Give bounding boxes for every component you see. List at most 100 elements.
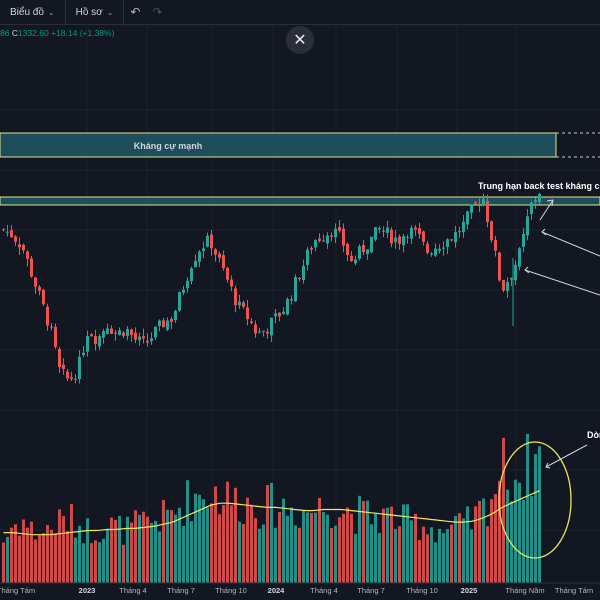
chevron-down-icon: ⌄ [47,7,55,17]
volume-bar [314,512,317,583]
candle-body [342,228,345,246]
volume-bar [298,527,301,583]
candle-body [142,336,145,339]
candle-body [350,255,353,262]
volume-bar [522,499,525,583]
x-tick-label: Tháng Tám [0,586,35,595]
candle-body [334,228,337,238]
candle-body [370,236,373,253]
candle-body [462,221,465,233]
undo-icon[interactable]: ↶ [130,5,141,19]
resistance-zone[interactable] [0,132,557,158]
change-value: +18.14 (+1.38%) [51,28,115,38]
candle-body [338,227,341,231]
candle-body [278,312,281,317]
candle-body [118,330,121,335]
volume-bar [202,499,205,583]
volume-bar [170,510,173,583]
volume-bar [222,504,225,583]
candle-body [346,243,349,255]
backtest-zone[interactable] [0,196,600,206]
candle-body [106,328,109,334]
candle-body [358,246,361,259]
profile-menu-label: Hồ sơ [75,6,103,18]
candle-body [394,237,397,242]
volume-bar [66,531,69,583]
x-tick-label: Tháng 4 [119,586,147,595]
candle-body [178,292,181,311]
volume-bar [206,507,209,583]
candle-body [510,278,513,280]
volume-bar [30,521,33,583]
candle-body [522,234,525,247]
volume-bar [18,535,21,583]
volume-bar [386,507,389,583]
volume-bar [442,533,445,583]
volume-bar [26,527,29,583]
chart-menu-button[interactable]: Biểu đồ ⌄ [0,0,66,24]
ohlc-readout: 86 C1332.60 +18.14 (+1.38%) [0,28,114,38]
candle-body [270,317,273,336]
volume-bar [158,531,161,583]
candle-body [482,198,485,206]
candle-body [214,249,217,255]
volume-bar [142,511,145,583]
volume-bar [302,510,305,583]
candle-body [514,264,517,281]
candle-body [174,310,177,321]
volume-bar [214,486,217,583]
volume-bar [450,524,453,583]
volume-bar [374,513,377,583]
candle-body [122,332,125,336]
volume-bar [434,542,437,583]
candle-body [34,277,37,287]
volume-bar [154,520,157,583]
candle-body [426,243,429,253]
candle-body [310,248,313,250]
candle-body [158,320,161,326]
volume-bar [2,542,5,583]
volume-bar [354,533,357,583]
volume-bar [470,529,473,583]
candle-body [182,289,185,293]
close-button[interactable]: ✕ [286,26,314,54]
candle-body [190,268,193,282]
volume-bar [458,513,461,583]
candle-body [302,265,305,281]
candle-body [478,205,481,207]
candle-body [14,236,17,242]
candle-body [490,221,493,241]
volume-bar [498,480,501,583]
candle-body [354,259,357,264]
candle-body [538,193,541,203]
volume-bar [362,501,365,583]
candle-body [82,352,85,356]
volume-bar [194,493,197,583]
candle-body [450,239,453,241]
candle-body [390,229,393,244]
candle-body [18,244,21,248]
candle-body [274,313,277,317]
candle-body [134,332,137,340]
volume-bar [310,513,313,583]
candle-body [50,326,53,328]
volume-bar [462,518,465,583]
volume-bar [322,511,325,583]
chevron-down-icon: ⌄ [106,7,114,17]
volume-annotation: Dòn [587,430,600,440]
volume-bar [346,507,349,583]
candle-body [410,227,413,239]
redo-icon[interactable]: ↷ [152,5,163,19]
volume-bar [318,497,321,583]
candle-body [154,326,157,338]
candle-body [94,336,97,344]
x-tick-label: Tháng 10 [215,586,247,595]
profile-menu-button[interactable]: Hồ sơ ⌄ [66,0,125,24]
x-tick-label: Tháng 10 [406,586,438,595]
time-axis[interactable]: Tháng Tám 2023 Tháng 4 Tháng 7 Tháng 10 2024 T… [0,586,593,595]
volume-bar [74,537,77,583]
volume-bar [102,538,105,583]
volume-layer [2,433,541,583]
volume-bar [306,512,309,583]
